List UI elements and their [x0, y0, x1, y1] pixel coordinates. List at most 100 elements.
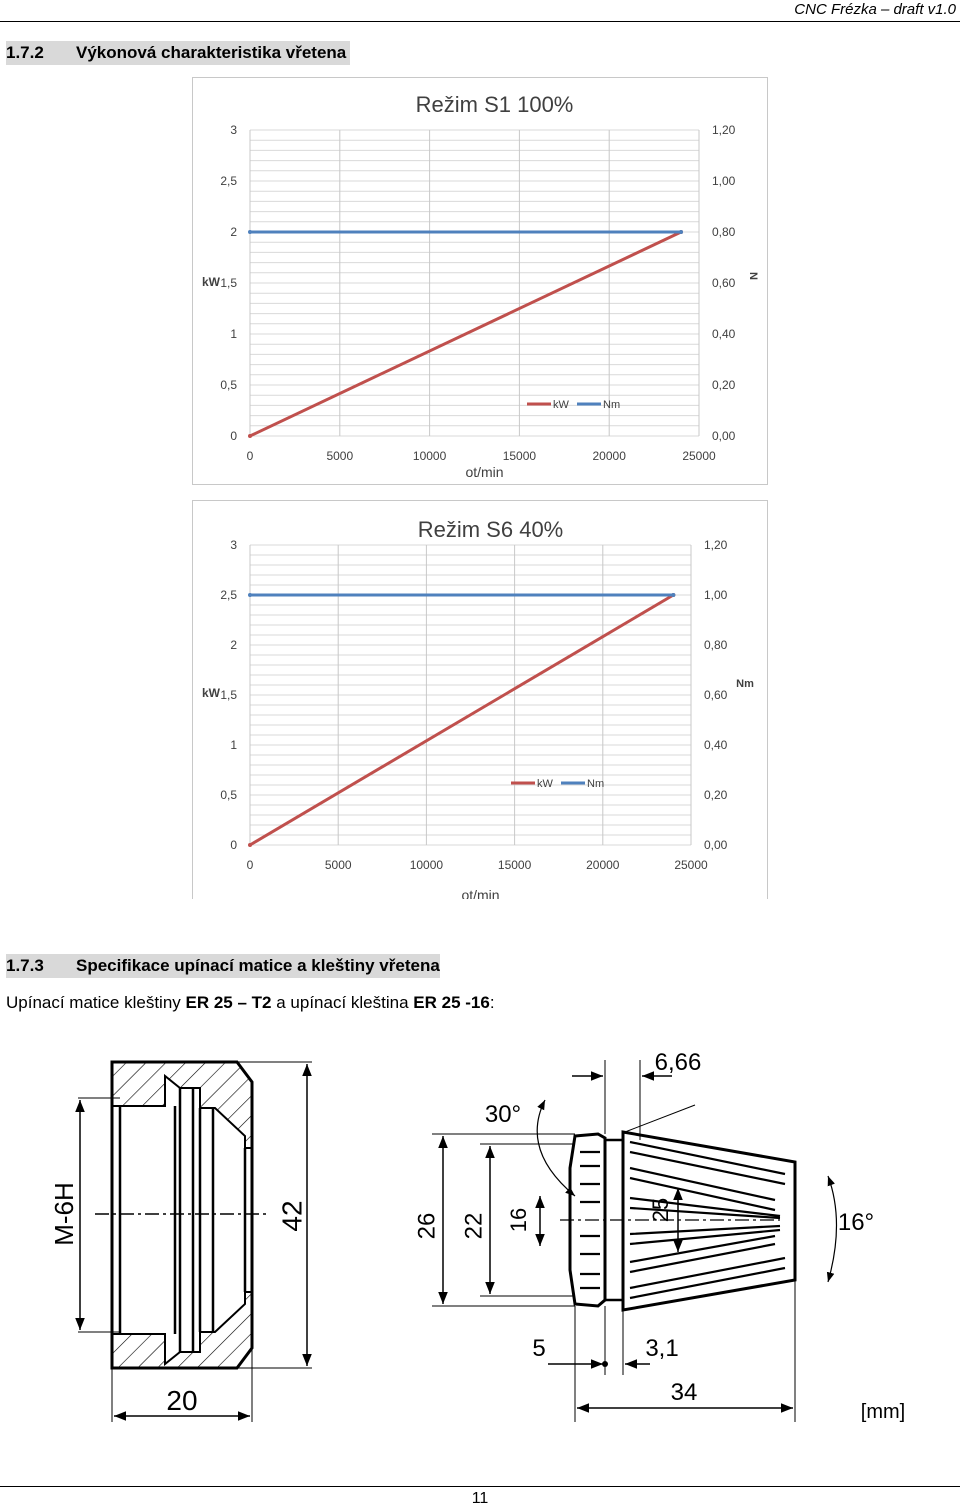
section-number: 1.7.3 — [6, 956, 44, 975]
spec-text-middle: a upínací kleština — [271, 993, 414, 1012]
x-tick-label: 20000 — [593, 449, 627, 463]
y-axis-label: kW — [202, 686, 221, 700]
y2-tick-label: 0,80 — [712, 225, 736, 239]
y2-tick-label: 0,40 — [712, 327, 736, 341]
chart-s1-svg: Režim S1 100% 0 0,5 1 1,5 2 2,5 3 0,00 0,20 0,40 0,… — [202, 92, 759, 480]
page-number: 11 — [471, 1490, 489, 1507]
y-tick-label: 2 — [230, 638, 237, 652]
chart-title: Režim S1 100% — [416, 92, 574, 117]
chart-s6-svg: Režim S6 40% 0 0,5 1 1,5 2 2,5 3 0,00 0,20 0,40 0,6… — [202, 517, 754, 903]
collet-angle-16: 16° — [838, 1209, 874, 1236]
y2-tick-label: 1,20 — [712, 123, 736, 137]
y-tick-label: 2,5 — [220, 588, 237, 602]
collet-angle-30: 30° — [485, 1101, 521, 1128]
y-tick-label: 0,5 — [220, 788, 237, 802]
technical-drawing: M-6H 42 20 — [49, 1049, 905, 1423]
y2-tick-label: 1,00 — [704, 588, 728, 602]
y2-axis-label: N — [747, 272, 759, 280]
nut-diameter-label: 42 — [276, 1200, 307, 1231]
legend-label: kW — [537, 778, 554, 790]
x-tick-label: 15000 — [498, 858, 532, 872]
chart-grid — [249, 129, 700, 437]
y2-tick-label: 0,60 — [704, 688, 728, 702]
y-tick-label: 1,5 — [220, 688, 237, 702]
spec-text-suffix: : — [489, 993, 495, 1012]
x-tick-label: 20000 — [586, 858, 620, 872]
spec-text-prefix: Upínací matice kleštiny — [6, 993, 186, 1012]
y2-tick-label: 0,00 — [704, 838, 728, 852]
y2-tick-label: 0,80 — [704, 638, 728, 652]
collet-drawing: 6,66 30° 26 22 16 25 16° 5 3,1 34 — [413, 1049, 905, 1423]
chart-s6: Režim S6 40% 0 0,5 1 1,5 2 2,5 3 0,00 0,20 0,40 0,6… — [192, 500, 768, 903]
chart-s1: Režim S1 100% 0 0,5 1 1,5 2 2,5 3 0,00 0,20 0,40 0,… — [192, 77, 768, 485]
y-tick-label: 0 — [230, 838, 237, 852]
series-point — [679, 230, 684, 234]
section-title: Výkonová charakteristika vřetena — [76, 43, 347, 62]
x-axis-label: ot/min — [461, 887, 499, 899]
document-header-label: CNC Frézka – draft v1.0 — [794, 1, 956, 18]
series-point — [248, 434, 252, 438]
y2-tick-label: 0,20 — [704, 788, 728, 802]
series-line-kw — [249, 230, 682, 438]
y2-tick-label: 1,00 — [712, 174, 736, 188]
x-axis-label: ot/min — [465, 464, 503, 480]
section-number: 1.7.2 — [6, 43, 44, 62]
y2-tick-label: 0,20 — [712, 378, 736, 392]
spec-collet-code: ER 25 -16 — [413, 993, 490, 1012]
series-point — [671, 593, 676, 597]
collet-dim-3-1: 3,1 — [645, 1335, 678, 1362]
header-divider — [0, 21, 960, 22]
unit-label: [mm] — [861, 1401, 905, 1423]
nut-width-label: 20 — [166, 1385, 197, 1416]
y-tick-label: 2,5 — [220, 174, 237, 188]
collet-dim-26: 26 — [413, 1213, 440, 1240]
section-heading-shade: 1.7.2 Výkonová charakteristika vřetena — [6, 41, 351, 65]
chart-legend: kW Nm — [527, 399, 620, 411]
nut-drawing: M-6H 42 20 — [49, 1060, 312, 1422]
y-tick-label: 3 — [230, 538, 237, 552]
x-tick-label: 0 — [247, 858, 254, 872]
collet-dim-22: 22 — [460, 1213, 487, 1240]
chart-legend: kW Nm — [511, 778, 604, 790]
chart-title: Režim S6 40% — [418, 517, 564, 542]
section-heading-collet-spec: 1.7.3 Specifikace upínací matice a klešt… — [6, 954, 440, 978]
y-tick-label: 2 — [230, 225, 237, 239]
x-tick-label: 5000 — [325, 858, 352, 872]
collet-spec-text: Upínací matice kleštiny ER 25 – T2 a upí… — [6, 993, 495, 1013]
series-point — [248, 843, 252, 847]
section-title: Specifikace upínací matice a kleštiny vř… — [76, 956, 440, 975]
x-tick-label: 0 — [247, 449, 254, 463]
series-line-kw — [249, 593, 675, 847]
y2-tick-label: 1,20 — [704, 538, 728, 552]
chart-grid — [249, 544, 692, 846]
collet-dim-6-66: 6,66 — [655, 1049, 702, 1076]
y-tick-label: 1 — [230, 327, 237, 341]
x-tick-label: 25000 — [674, 858, 708, 872]
series-point — [248, 230, 252, 234]
y2-tick-label: 0,00 — [712, 429, 736, 443]
section-heading-spindle-power: 1.7.2 Výkonová charakteristika vřetena — [6, 41, 351, 65]
y-tick-label: 3 — [230, 123, 237, 137]
spec-nut-code: ER 25 – T2 — [185, 993, 272, 1012]
y2-tick-label: 0,40 — [704, 738, 728, 752]
nut-thread-label: M-6H — [49, 1182, 79, 1246]
y2-tick-label: 0,60 — [712, 276, 736, 290]
legend-label: Nm — [587, 778, 604, 790]
y-tick-label: 1 — [230, 738, 237, 752]
collet-dim-16: 16 — [506, 1208, 531, 1232]
legend-label: kW — [553, 399, 570, 411]
collet-dim-25: 25 — [648, 1198, 673, 1222]
x-tick-label: 25000 — [682, 449, 716, 463]
y2-axis-label: Nm — [736, 678, 754, 690]
collet-dim-5: 5 — [532, 1335, 545, 1362]
y-axis-label: kW — [202, 275, 221, 289]
y-tick-label: 1,5 — [220, 276, 237, 290]
y-tick-label: 0 — [230, 429, 237, 443]
x-tick-label: 10000 — [413, 449, 447, 463]
x-tick-label: 15000 — [503, 449, 537, 463]
footer-divider — [0, 1486, 960, 1487]
y-tick-label: 0,5 — [220, 378, 237, 392]
x-tick-label: 10000 — [410, 858, 444, 872]
legend-label: Nm — [603, 399, 620, 411]
collet-dim-34: 34 — [671, 1379, 698, 1406]
